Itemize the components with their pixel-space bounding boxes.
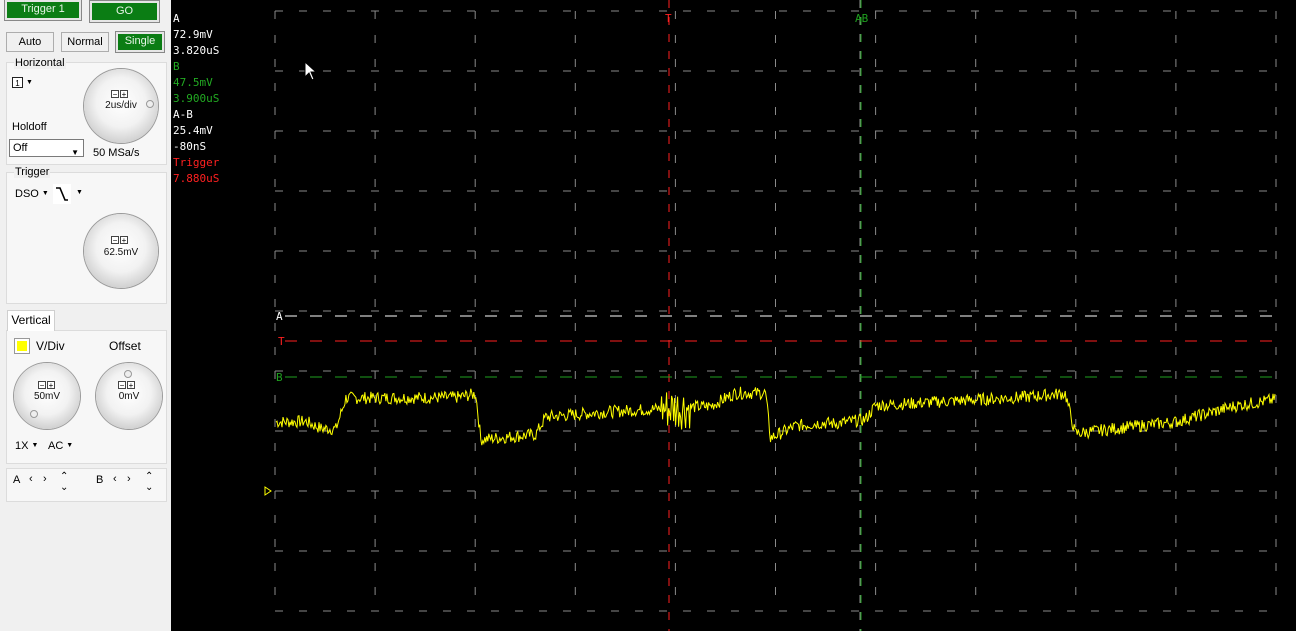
trigger-time-marker[interactable]: T [665, 12, 672, 25]
cursor-b-label: B [96, 474, 104, 486]
plus-icon[interactable]: + [127, 381, 135, 390]
minus-icon[interactable]: − [118, 381, 126, 390]
readout-a-volt: 72.9mV [173, 28, 213, 41]
offset-knob[interactable]: − + 0mV [96, 363, 162, 429]
offset-label: Offset [109, 339, 141, 353]
chevron-up-icon[interactable]: ⌃ [60, 471, 69, 482]
vdiv-knob[interactable]: − + 50mV [14, 363, 80, 429]
ground-marker-icon[interactable] [264, 486, 272, 496]
timebase-knob[interactable]: − + 2us/div [84, 69, 158, 143]
mouse-pointer-icon [304, 61, 318, 81]
vdiv-stepper[interactable]: − + [38, 379, 58, 390]
knob-indicator-icon [124, 370, 132, 378]
chevron-up-icon[interactable]: ⌃ [145, 471, 154, 482]
chevron-right-icon[interactable]: › [127, 473, 131, 485]
cursor-ab-time-marker[interactable]: AB [855, 12, 869, 25]
holdoff-value: Off [13, 142, 28, 154]
chevron-down-icon[interactable]: ⌄ [145, 482, 154, 493]
trigger-tab[interactable]: Trigger 1 [4, 0, 82, 21]
sample-rate: 50 MSa/s [93, 147, 140, 159]
probe-value: 1X [15, 440, 29, 452]
chevron-down-icon: ▼ [26, 79, 33, 86]
falling-edge-icon [53, 184, 71, 204]
vertical-tab[interactable]: Vertical [7, 310, 55, 331]
cursor-group [6, 468, 167, 502]
chevron-down-icon: ▼ [71, 148, 79, 157]
chevron-down-icon: ▼ [66, 442, 74, 449]
horizontal-mode-dropdown[interactable]: 1 ▼ [12, 77, 36, 91]
chevron-down-icon: ▼ [41, 190, 49, 197]
graticule [274, 10, 1277, 612]
minus-icon[interactable]: − [111, 90, 119, 99]
timebase-stepper[interactable]: − + [111, 88, 131, 99]
channel-1-icon: 1 [12, 77, 23, 88]
channel-trace [275, 386, 1276, 446]
trigger-title: Trigger [14, 166, 51, 178]
holdoff-label: Holdoff [12, 121, 47, 133]
cursor-b-nav: B ‹ › ⌃ ⌄ [96, 471, 156, 497]
readout-ab-time: -80nS [173, 140, 207, 153]
offset-stepper[interactable]: − + [118, 379, 138, 390]
plus-icon[interactable]: + [47, 381, 55, 390]
offset-value: 0mV [118, 391, 140, 402]
chevron-down-icon: ▼ [31, 442, 39, 449]
channel-color-swatch[interactable] [14, 338, 30, 354]
coupling-value: AC [48, 440, 64, 452]
normal-mode-button[interactable]: Normal [61, 32, 109, 52]
coupling-dropdown[interactable]: AC ▼ [48, 440, 73, 452]
control-panel: Trigger 1 GO Auto Normal Single Horizont… [0, 0, 171, 631]
measurement-readout: A 72.9mV 3.820uS B 47.5mV 3.900uS A-B 25… [173, 11, 219, 187]
vdiv-label: V/Div [36, 339, 65, 353]
readout-ab-volt: 25.4mV [173, 124, 213, 137]
timebase-value: 2us/div [105, 100, 137, 111]
cursor-a-label: A [13, 474, 21, 486]
probe-dropdown[interactable]: 1X ▼ [15, 440, 38, 452]
chevron-left-icon[interactable]: ‹ [113, 473, 117, 485]
cursor-a-nav: A ‹ › ⌃ ⌄ [13, 471, 73, 497]
chevron-down-icon[interactable]: ⌄ [60, 482, 69, 493]
knob-indicator-icon [146, 100, 154, 108]
plus-icon[interactable]: + [120, 236, 128, 245]
readout-b-title: B [173, 60, 180, 73]
readout-b-time: 3.900uS [173, 92, 220, 105]
holdoff-select[interactable]: Off ▼ [9, 139, 84, 157]
chevron-down-icon: ▼ [76, 189, 83, 196]
trigger-level-value: 62.5mV [103, 247, 139, 258]
trigger-source-dropdown[interactable]: DSO ▼ [15, 188, 49, 200]
horizontal-title: Horizontal [14, 57, 66, 69]
cursor-b-level-marker[interactable]: B [276, 371, 283, 384]
minus-icon[interactable]: − [38, 381, 46, 390]
trigger-source-value: DSO [15, 188, 39, 200]
knob-indicator-icon [30, 410, 38, 418]
trigger-slope-dropdown[interactable]: ▼ [53, 184, 87, 204]
readout-a-time: 3.820uS [173, 44, 220, 57]
trigger-level-marker[interactable]: T [278, 335, 285, 348]
plus-icon[interactable]: + [120, 90, 128, 99]
channel-color-fill [17, 341, 27, 351]
cursor-a-level-marker[interactable]: A [276, 310, 283, 323]
auto-mode-button[interactable]: Auto [6, 32, 54, 52]
minus-icon[interactable]: − [111, 236, 119, 245]
trigger-level-knob[interactable]: − + 62.5mV [84, 214, 158, 288]
readout-b-volt: 47.5mV [173, 76, 213, 89]
chevron-left-icon[interactable]: ‹ [29, 473, 33, 485]
readout-a-title: A [173, 12, 180, 25]
single-mode-button[interactable]: Single [115, 31, 165, 53]
readout-trigger-time: 7.880uS [173, 172, 220, 185]
vdiv-value: 50mV [33, 391, 61, 402]
chevron-right-icon[interactable]: › [43, 473, 47, 485]
readout-trigger-title: Trigger [173, 156, 220, 169]
trigger-level-stepper[interactable]: − + [111, 234, 131, 245]
go-button[interactable]: GO [89, 0, 160, 23]
scope-screen[interactable]: T AB A T B [171, 0, 1296, 631]
readout-ab-title: A-B [173, 108, 193, 121]
